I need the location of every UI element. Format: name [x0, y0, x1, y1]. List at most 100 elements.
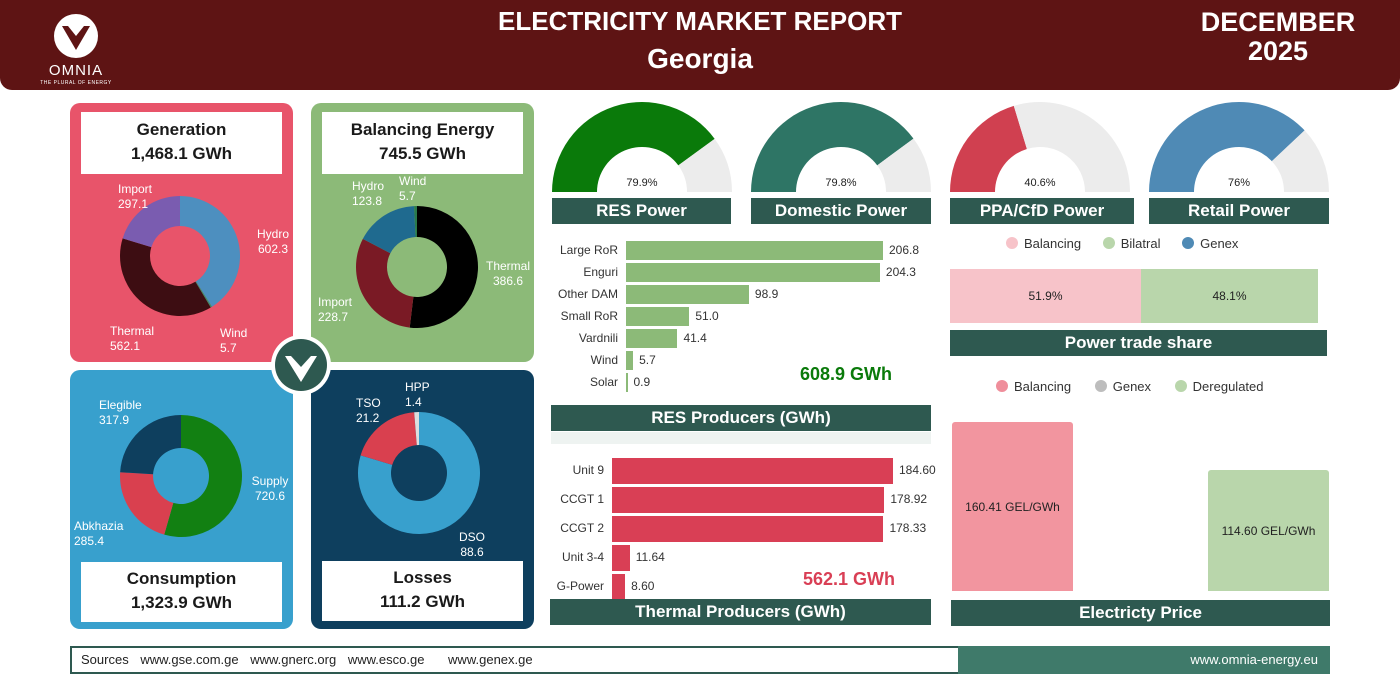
source-link-gnerc[interactable]: www.gnerc.org — [250, 652, 337, 667]
gauge-fill-2 — [950, 105, 1027, 192]
balancing-total: 745.5 GWh — [379, 144, 466, 163]
source-link-gse[interactable]: www.gse.com.ge — [140, 652, 239, 667]
gauge-retail-percent: 76% — [1227, 177, 1251, 189]
gauge-fill-0 — [552, 102, 715, 192]
generation-slice-import — [122, 196, 180, 248]
gauge-charts — [552, 101, 1329, 192]
legend-genex: Genex — [1182, 236, 1238, 251]
generation-total: 1,468.1 GWh — [130, 144, 233, 163]
gauge-ppa-percent: 40.6% — [1024, 177, 1056, 189]
losses-label-tso: TSO 21.2 — [356, 396, 381, 425]
losses-total: 111.2 GWh — [379, 592, 466, 611]
res-row-label: Wind — [590, 353, 618, 367]
website-link[interactable]: www.omnia-energy.eu — [958, 646, 1330, 674]
balancing-label-import: Import 228.7 — [318, 295, 353, 324]
consumption-title-box: Consumption 1,323.9 GWh — [81, 562, 282, 622]
price-bar-balancing: 160.41 GEL/GWh — [952, 422, 1073, 591]
gauge-res-percent: 79.9% — [626, 177, 658, 189]
legend-dot — [1006, 237, 1018, 249]
thermal-bar-value: 178.92 — [890, 492, 928, 506]
trade-share-legend: Balancing Bilatral Genex — [1006, 236, 1336, 251]
generation-slice-thermal — [120, 238, 211, 316]
res-bar — [626, 262, 880, 282]
losses-title: Losses — [393, 568, 452, 587]
gauge-track-0 — [678, 138, 732, 192]
generation-slice-hydro — [180, 196, 240, 307]
res-row: Large RoR 206.8 — [550, 239, 930, 261]
balancing-slice-thermal — [409, 206, 478, 328]
omnia-logo — [52, 12, 100, 60]
generation-label-import: Import 297.1 — [118, 182, 153, 211]
legend-price-deregulated: Deregulated — [1174, 379, 1264, 394]
res-row-label: Other DAM — [557, 287, 618, 301]
res-row-label: Large RoR — [559, 243, 618, 257]
thermal-row: CCGT 1 178.92 — [550, 485, 930, 514]
logo-icon — [54, 14, 98, 58]
omnia-badge-icon — [271, 335, 331, 395]
legend-price-balancing: Balancing — [996, 379, 1071, 394]
thermal-row: G-Power 8.60 — [550, 572, 930, 601]
source-link-genex[interactable]: www.genex.ge — [448, 652, 533, 667]
gauge-domestic-title: Domestic Power — [751, 198, 931, 224]
res-bar-value: 41.4 — [683, 331, 707, 345]
res-row-label: Small RoR — [560, 309, 618, 323]
res-producers-chart: Large RoR 206.8 Enguri 204.3 Other DAM 98.9 Sm… — [550, 232, 931, 404]
report-title: ELECTRICITY MARKET REPORT — [498, 6, 902, 36]
thermal-row-label: CCGT 1 — [560, 492, 604, 506]
losses-label-hpp: HPP 1.4 — [405, 380, 430, 409]
price-bar-deregulated: 114.60 GEL/GWh — [1208, 470, 1329, 591]
thermal-bar — [612, 457, 893, 484]
balancing-title-box: Balancing Energy 745.5 GWh — [322, 112, 523, 174]
losses-slice-tso — [360, 412, 417, 465]
consumption-label-abkhazia: Abkhazia 285.4 — [74, 519, 124, 548]
source-link-esco[interactable]: www.esco.ge — [347, 652, 425, 667]
gauge-res-title: RES Power — [552, 198, 731, 224]
generation-slice-wind — [195, 281, 212, 308]
thermal-row-label: Unit 3-4 — [561, 550, 604, 564]
legend-bilatral: Bilatral — [1102, 236, 1160, 251]
res-row-label: Vardnili — [578, 331, 618, 345]
losses-title-box: Losses 111.2 GWh — [322, 561, 523, 621]
losses-label-dso: DSO 88.6 — [458, 530, 485, 559]
consumption-title: Consumption — [126, 569, 237, 588]
sources-label: Sources — [81, 652, 129, 667]
generation-label-hydro: Hydro 602.3 — [256, 227, 289, 256]
logo-tagline: THE PLURAL OF ENERGY — [40, 80, 112, 86]
res-bar-value: 204.3 — [885, 265, 916, 279]
res-bar — [626, 328, 678, 348]
balancing-slice-hydro — [362, 206, 416, 254]
consumption-label-elegible: Elegible 317.9 — [99, 398, 142, 427]
thermal-total: 562.1 GWh — [803, 569, 896, 589]
legend-price-genex: Genex — [1094, 379, 1151, 394]
res-bar-value: 206.8 — [889, 243, 920, 257]
report-year: 2025 — [1247, 36, 1309, 66]
res-bar — [626, 372, 628, 392]
thermal-row-label: G-Power — [556, 579, 604, 593]
legend-balancing: Balancing — [1006, 236, 1081, 251]
trade-share-segment-balancing: 51.9% — [950, 269, 1141, 323]
gauge-fill-1 — [751, 101, 914, 192]
trade-share-title: Power trade share — [950, 330, 1327, 356]
legend-dot — [996, 380, 1008, 392]
consumption-total: 1,323.9 GWh — [130, 593, 233, 612]
report-month: DECEMBER — [1200, 7, 1356, 37]
consumption-donut-chart — [120, 415, 242, 537]
thermal-bar-value: 184.60 — [899, 463, 936, 477]
trade-share-bar: 51.9% 48.1% — [950, 269, 1318, 323]
res-bar — [626, 306, 690, 326]
legend-dot — [1094, 380, 1107, 392]
header-bar — [0, 0, 1400, 90]
res-bar — [626, 350, 634, 370]
res-row: Enguri 204.3 — [550, 261, 930, 283]
generation-donut-chart — [120, 196, 240, 316]
thermal-bar-value: 11.64 — [635, 550, 665, 564]
gauge-domestic-percent: 79.8% — [825, 177, 857, 189]
res-bar-value: 51.0 — [695, 309, 719, 323]
gauge-fill-3 — [1149, 101, 1305, 192]
balancing-donut-chart — [356, 206, 478, 328]
consumption-label-supply: Supply 720.6 — [251, 474, 289, 503]
balancing-label-wind: Wind 5.7 — [399, 174, 427, 203]
thermal-row: Unit 9 184.60 — [550, 456, 936, 485]
thermal-row: CCGT 2 178.33 — [550, 514, 930, 543]
gauge-ppa-title: PPA/CfD Power — [950, 198, 1134, 224]
